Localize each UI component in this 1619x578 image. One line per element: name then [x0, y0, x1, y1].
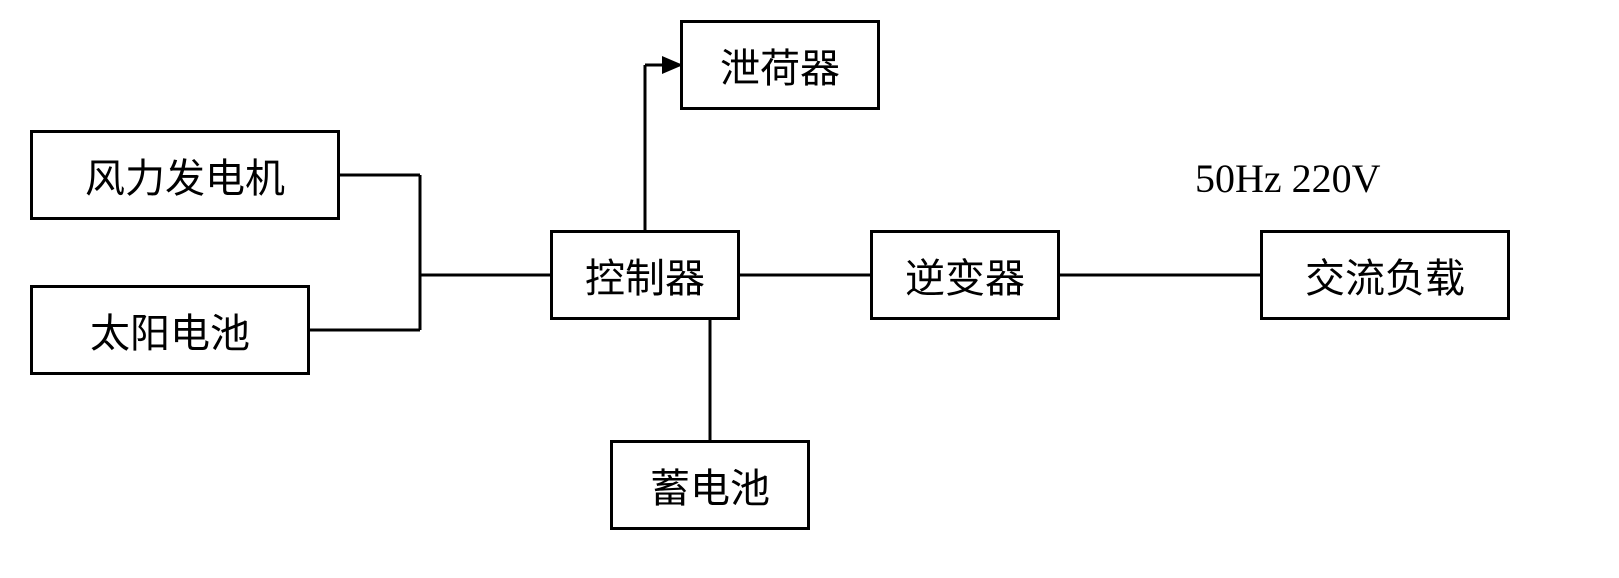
node-load: 交流负载 — [1260, 230, 1510, 320]
node-dump-label: 泄荷器 — [720, 36, 840, 94]
node-solar: 太阳电池 — [30, 285, 310, 375]
output-spec-label: 50Hz 220V — [1195, 155, 1381, 202]
node-battery: 蓄电池 — [610, 440, 810, 530]
node-battery-label: 蓄电池 — [650, 456, 770, 514]
node-wind-label: 风力发电机 — [85, 146, 285, 204]
node-inverter: 逆变器 — [870, 230, 1060, 320]
node-solar-label: 太阳电池 — [90, 301, 250, 359]
node-controller-label: 控制器 — [585, 246, 705, 304]
node-controller: 控制器 — [550, 230, 740, 320]
node-inverter-label: 逆变器 — [905, 246, 1025, 304]
node-wind: 风力发电机 — [30, 130, 340, 220]
node-dump: 泄荷器 — [680, 20, 880, 110]
node-load-label: 交流负载 — [1305, 246, 1465, 304]
